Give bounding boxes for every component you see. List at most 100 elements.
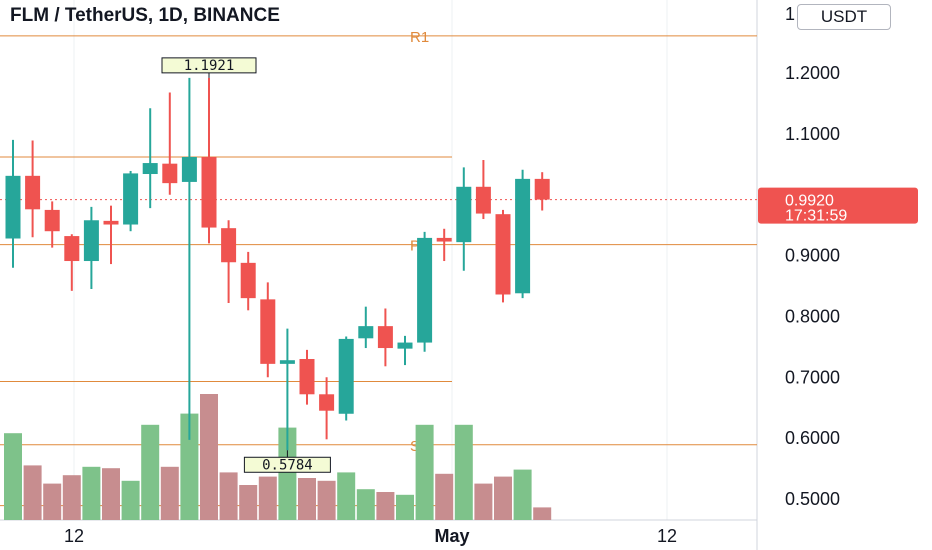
candle[interactable]: [162, 92, 178, 195]
candle-body: [44, 209, 60, 232]
price-axis[interactable]: 1 1.2000 1.1000 0.9000 0.8000 0.7000 0.6000 0.5…: [758, 0, 932, 550]
candle[interactable]: [44, 201, 60, 248]
volume-bar: [317, 480, 336, 520]
volume-bar: [258, 476, 277, 520]
candle[interactable]: [319, 377, 335, 440]
candle[interactable]: [5, 139, 21, 268]
volume-bar: [219, 472, 238, 520]
volume-bar: [200, 394, 218, 520]
candle[interactable]: [534, 172, 550, 211]
currency-selector[interactable]: USDT: [797, 4, 891, 30]
volume-bar: [494, 476, 512, 520]
candle-body: [25, 175, 41, 210]
candle-body: [64, 236, 80, 262]
candle[interactable]: [358, 306, 374, 349]
candle-body: [436, 237, 452, 242]
time-axis[interactable]: 12 May 12: [64, 526, 677, 546]
candle-body: [83, 220, 99, 262]
candle-body: [338, 338, 354, 414]
volume-bar: [454, 424, 473, 520]
candle-body: [299, 358, 315, 395]
volume-bar: [474, 483, 493, 520]
candlesticks[interactable]: [5, 77, 550, 451]
candle-body: [377, 326, 393, 349]
volume-bar: [141, 424, 160, 520]
candle-body: [240, 262, 256, 299]
pivot-label: R1: [410, 29, 429, 46]
candle[interactable]: [299, 349, 315, 405]
candle[interactable]: [83, 206, 99, 290]
candle-body: [123, 173, 139, 225]
volume-bar: [239, 485, 258, 520]
candle[interactable]: [123, 170, 139, 232]
candle[interactable]: [436, 228, 452, 262]
pivot-label: P: [410, 238, 420, 255]
candle-body: [456, 186, 472, 243]
candle[interactable]: [338, 336, 354, 421]
candle[interactable]: [221, 220, 237, 304]
volume-bar: [62, 475, 81, 520]
y-tick-label: 1.2000: [785, 63, 840, 83]
volume-bar: [376, 492, 395, 520]
candle-body: [201, 156, 217, 228]
candle[interactable]: [456, 167, 472, 271]
volume-bar: [533, 507, 552, 520]
candle[interactable]: [64, 234, 80, 291]
x-tick-label: 12: [64, 526, 84, 546]
candle[interactable]: [181, 77, 197, 440]
candle-body: [515, 178, 531, 294]
candle[interactable]: [515, 169, 531, 299]
candle-body: [319, 394, 335, 411]
volume-bar: [4, 433, 22, 520]
volume-bar: [23, 465, 42, 520]
y-tick-label: 0.9000: [785, 246, 840, 266]
y-tick-label: 1: [785, 4, 795, 24]
volume-bar: [415, 424, 434, 520]
candle[interactable]: [417, 231, 433, 352]
candle[interactable]: [240, 251, 256, 311]
high-marker-label: 1.1921: [184, 58, 235, 74]
candle[interactable]: [103, 205, 119, 265]
symbol-title[interactable]: FLM / TetherUS, 1D, BINANCE: [10, 5, 280, 26]
candle-body: [181, 156, 197, 182]
candle-body: [534, 178, 550, 200]
candle[interactable]: [25, 140, 41, 238]
y-tick-label: 0.8000: [785, 306, 840, 326]
volume-bar: [337, 472, 356, 520]
y-tick-label: 1.1000: [785, 124, 840, 144]
candle[interactable]: [397, 335, 413, 366]
volume-bar: [298, 478, 316, 520]
candle-body: [221, 228, 237, 263]
grid-lines: [0, 0, 758, 550]
candle[interactable]: [475, 160, 491, 220]
volume-bar: [43, 483, 62, 520]
candle-body: [475, 186, 491, 214]
volume-bar: [396, 494, 414, 520]
candle[interactable]: [377, 308, 393, 367]
volume-bar: [180, 413, 199, 520]
candle-body: [162, 163, 178, 184]
candle[interactable]: [260, 282, 276, 378]
candle[interactable]: [279, 328, 295, 451]
volume-bar: [435, 473, 454, 520]
candle-body: [495, 214, 511, 295]
x-tick-label: 12: [657, 526, 677, 546]
candle-body: [5, 175, 21, 239]
candle-body: [103, 220, 119, 225]
candle-body: [279, 360, 295, 364]
candle[interactable]: [201, 77, 217, 244]
candle[interactable]: [495, 209, 511, 303]
candle-body: [358, 326, 374, 339]
candle[interactable]: [142, 108, 158, 209]
high-low-markers: 1.1921 0.5784: [161, 57, 331, 473]
y-tick-label: 0.6000: [785, 428, 840, 448]
horizontal-levels: R1PS1: [0, 29, 757, 507]
volume-bar: [160, 466, 179, 520]
volume-bars: [4, 394, 552, 520]
x-tick-label: May: [434, 526, 469, 546]
candle-body: [260, 299, 276, 364]
volume-bar: [82, 466, 101, 520]
candle-body: [417, 237, 433, 343]
price-axis-bg: [758, 0, 932, 550]
